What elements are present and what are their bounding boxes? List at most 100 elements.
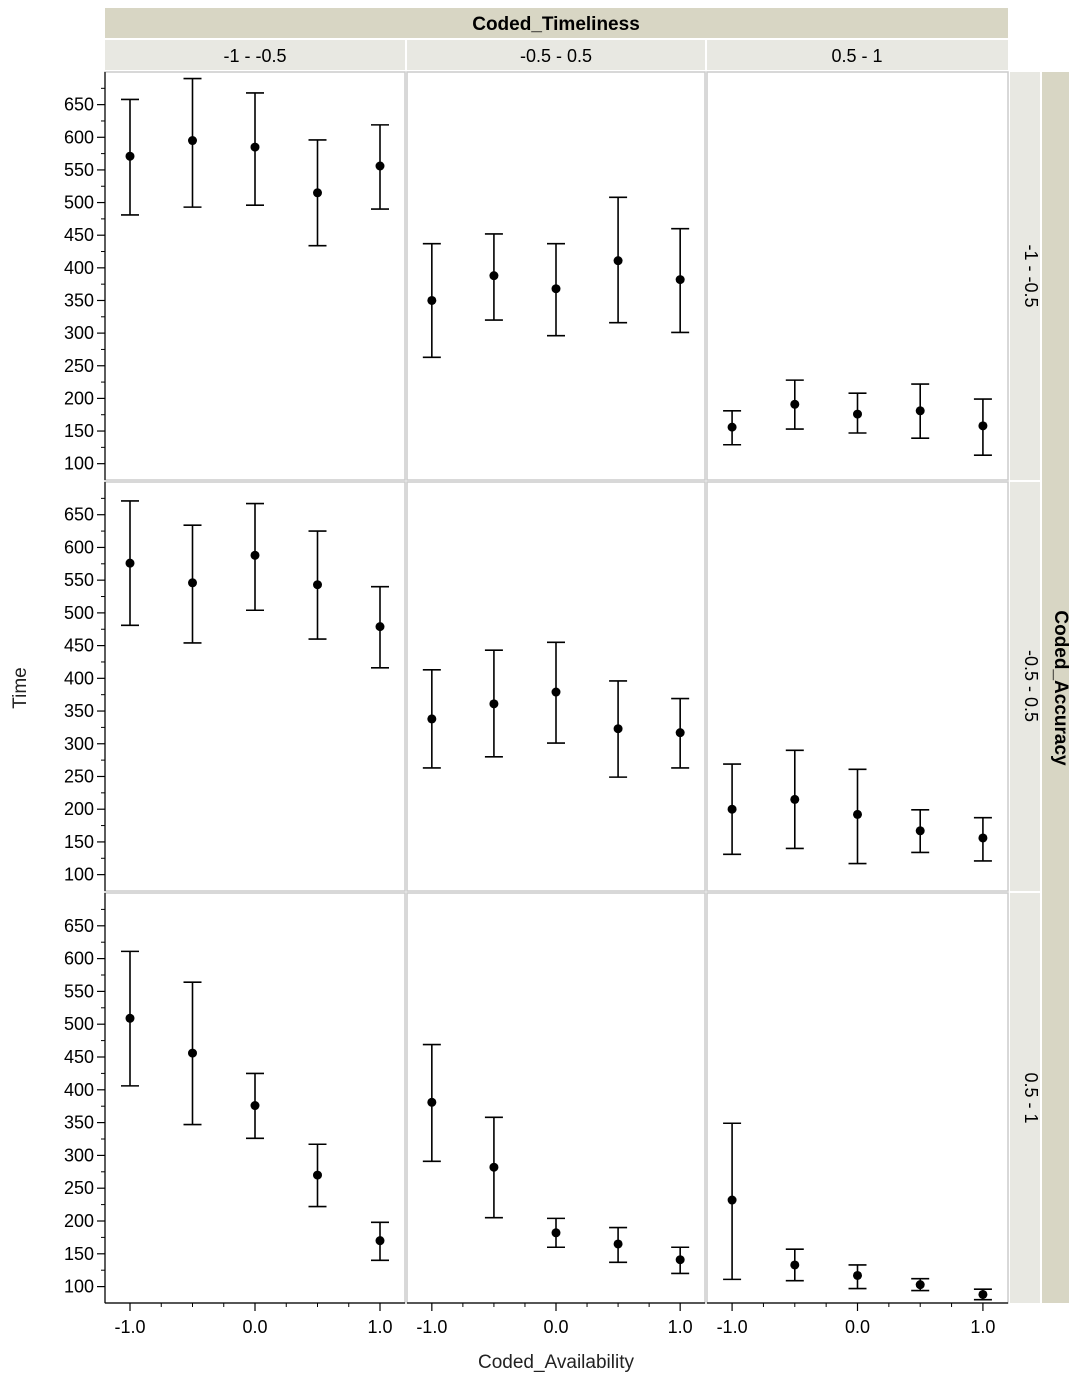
mean-point-r3-c3-3 (853, 1270, 862, 1280)
y-tick-label-row1-11: 600 (64, 127, 94, 147)
accuracy-title-strip (1042, 72, 1069, 1303)
mean-point-r2-c3-1 (727, 804, 737, 814)
mean-point-r2-c3-4 (915, 826, 925, 836)
y-tick-label-row2-4: 250 (64, 766, 94, 786)
mean-point-r2-c2-4 (613, 724, 623, 734)
mean-point-r1-c2-4 (613, 256, 623, 266)
y-tick-label-row1-9: 500 (64, 193, 94, 213)
mean-point-r3-c3-5 (978, 1289, 988, 1299)
y-tick-label-row3-2: 150 (64, 1244, 94, 1264)
y-tick-label-row2-8: 450 (64, 636, 94, 656)
y-axis-title: Time (10, 667, 31, 709)
mean-point-r1-c3-4 (915, 406, 925, 416)
y-tick-label-row3-10: 550 (64, 981, 94, 1001)
y-tick-label-row3-1: 100 (64, 1277, 94, 1297)
mean-point-r3-c3-1 (727, 1195, 737, 1205)
mean-point-r1-c1-2 (188, 136, 197, 146)
mean-point-r1-c1-3 (250, 142, 260, 152)
y-tick-label-row1-1: 100 (64, 454, 94, 474)
timeliness-title-strip (105, 8, 1008, 38)
y-tick-label-row1-2: 150 (64, 421, 94, 441)
y-tick-label-row1-12: 650 (64, 95, 94, 115)
y-tick-label-row1-5: 300 (64, 323, 94, 343)
column-strip-3 (707, 40, 1008, 70)
mean-point-r3-c3-4 (915, 1280, 925, 1290)
mean-point-r2-c2-5 (675, 728, 685, 738)
mean-point-r3-c2-4 (613, 1239, 623, 1249)
mean-point-r3-c1-2 (188, 1048, 197, 1058)
mean-point-r2-c2-2 (489, 699, 499, 709)
mean-point-r2-c3-3 (853, 809, 862, 819)
mean-point-r2-c1-1 (125, 558, 135, 568)
y-tick-label-row3-7: 400 (64, 1080, 94, 1100)
mean-point-r2-c3-5 (978, 833, 988, 843)
mean-point-r2-c2-1 (427, 714, 437, 724)
mean-point-r1-c2-3 (551, 284, 561, 294)
x-tick-label-col2-2: 0.0 (543, 1317, 568, 1337)
mean-point-r3-c3-2 (790, 1260, 800, 1270)
y-tick-label-row2-1: 100 (64, 865, 94, 885)
x-tick-label-col2-1: -1.0 (416, 1317, 447, 1337)
mean-point-r2-c1-4 (313, 580, 322, 590)
mean-point-r2-c3-2 (790, 794, 800, 804)
x-tick-label-col1-1: -1.0 (114, 1317, 145, 1337)
mean-point-r3-c2-5 (675, 1255, 685, 1265)
mean-point-r2-c1-2 (188, 578, 197, 588)
mean-point-r3-c2-1 (427, 1097, 437, 1107)
x-tick-label-col2-3: 1.0 (668, 1317, 693, 1337)
x-tick-label-col3-2: 0.0 (845, 1317, 870, 1337)
mean-point-r3-c2-3 (551, 1228, 561, 1238)
mean-point-r1-c3-2 (790, 399, 800, 409)
mean-point-r2-c1-3 (250, 550, 260, 560)
y-tick-label-row1-7: 400 (64, 258, 94, 278)
y-tick-label-row1-6: 350 (64, 290, 94, 310)
column-strip-label-3: 0.5 - 1 (831, 46, 882, 66)
x-tick-label-col3-1: -1.0 (717, 1317, 748, 1337)
y-tick-label-row3-8: 450 (64, 1047, 94, 1067)
mean-point-r3-c2-2 (489, 1162, 499, 1172)
mean-point-r3-c1-3 (250, 1101, 260, 1111)
mean-point-r1-c1-4 (313, 188, 322, 198)
marks-layer (121, 77, 992, 1301)
y-tick-label-row2-3: 200 (64, 799, 94, 819)
mean-point-r1-c3-5 (978, 421, 988, 431)
column-strip-label-1: -1 - -0.5 (223, 46, 286, 66)
y-tick-label-row3-12: 650 (64, 916, 94, 936)
y-tick-label-row3-5: 300 (64, 1145, 94, 1165)
axes-layer: 100 150 200 250 300 350 400 450 500 550 600 650 100 1… (64, 72, 1008, 1337)
mean-point-r3-c1-4 (313, 1170, 322, 1180)
y-tick-label-row3-4: 250 (64, 1178, 94, 1198)
column-strip-1 (105, 40, 405, 70)
timeliness-facet-title: Coded_Timeliness (472, 14, 640, 35)
y-tick-label-row1-4: 250 (64, 356, 94, 376)
panel-r3-c3 (706, 892, 1009, 1304)
y-tick-label-row1-8: 450 (64, 225, 94, 245)
y-tick-label-row2-6: 350 (64, 701, 94, 721)
y-tick-label-row1-10: 550 (64, 160, 94, 180)
mean-point-r2-c2-3 (551, 687, 561, 697)
y-tick-label-row2-9: 500 (64, 603, 94, 623)
mean-point-r1-c2-5 (675, 275, 685, 285)
mean-point-r3-c1-5 (375, 1236, 385, 1246)
y-tick-label-row2-12: 650 (64, 505, 94, 525)
mean-point-r1-c3-1 (727, 422, 737, 432)
row-strip-label-1: -1 - -0.5 (1021, 244, 1041, 307)
mean-point-r1-c1-1 (125, 151, 135, 161)
x-tick-label-col1-2: 0.0 (242, 1317, 267, 1337)
mean-point-r1-c2-2 (489, 271, 499, 281)
mean-point-r1-c2-1 (427, 295, 437, 305)
row-strip-1 (1010, 72, 1040, 480)
accuracy-facet-title: Coded_Accuracy (1050, 610, 1069, 766)
column-strip-2 (407, 40, 705, 70)
mean-point-r2-c1-5 (375, 622, 385, 632)
y-tick-label-row3-11: 600 (64, 949, 94, 969)
row-strip-label-3: 0.5 - 1 (1021, 1072, 1041, 1123)
y-tick-label-row3-9: 500 (64, 1014, 94, 1034)
y-tick-label-row3-3: 200 (64, 1211, 94, 1231)
y-tick-label-row1-3: 200 (64, 388, 94, 408)
y-tick-label-row3-6: 350 (64, 1113, 94, 1133)
row-strip-label-2: -0.5 - 0.5 (1021, 650, 1041, 722)
x-tick-label-col1-3: 1.0 (367, 1317, 392, 1337)
column-strip-label-2: -0.5 - 0.5 (520, 46, 592, 66)
